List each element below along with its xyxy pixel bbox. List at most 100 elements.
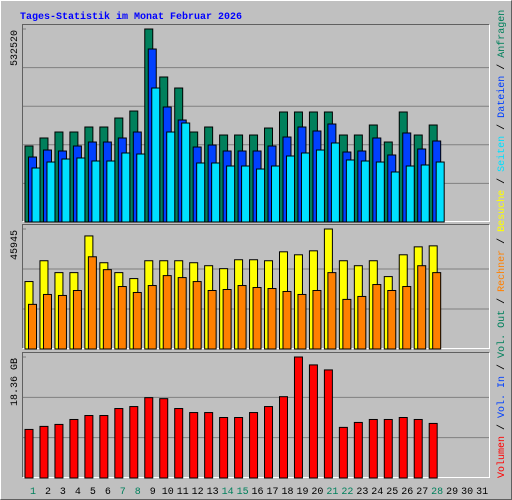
bar	[28, 303, 37, 350]
bar	[87, 256, 97, 350]
legend-entry: Vol. In	[496, 376, 508, 418]
x-tick-label: 14	[222, 487, 234, 498]
x-tick-label: 21	[326, 487, 338, 498]
x-tick-label: 19	[296, 487, 308, 498]
x-tick-label: 9	[150, 487, 156, 498]
x-tick-label: 3	[60, 487, 66, 498]
legend-entry: Volumen	[496, 436, 508, 478]
bar	[129, 406, 139, 479]
bar	[121, 152, 131, 223]
bar	[166, 131, 176, 223]
x-tick-label: 2	[45, 487, 51, 498]
bar	[102, 269, 112, 350]
x-tick-label: 31	[476, 487, 488, 498]
legend-separator: /	[496, 124, 508, 130]
bar	[207, 289, 217, 350]
x-tick-label: 27	[416, 487, 428, 498]
panel-edge-dark	[22, 24, 490, 222]
bar	[72, 289, 82, 350]
bar	[54, 423, 64, 479]
bar	[252, 287, 262, 350]
bar	[342, 298, 352, 350]
legend-entry: Seiten	[496, 136, 508, 172]
x-tick-label: 11	[177, 487, 189, 498]
bar	[300, 152, 310, 223]
bar	[189, 412, 199, 479]
y-tick-label: 45945	[10, 230, 21, 260]
bar	[196, 162, 206, 223]
bar	[360, 160, 370, 223]
bar	[132, 291, 142, 350]
bar	[204, 412, 214, 479]
bar	[315, 149, 325, 223]
bar	[428, 422, 438, 479]
legend-separator: /	[496, 424, 508, 430]
bar	[285, 155, 295, 223]
legend-separator: /	[496, 238, 508, 244]
x-tick-label: 22	[341, 487, 353, 498]
chart-title: Tages-Statistik im Monat Februar 2026	[20, 11, 242, 23]
bar	[338, 426, 348, 479]
bar	[222, 289, 232, 350]
bar	[114, 408, 124, 479]
bar	[330, 142, 340, 223]
bar	[117, 286, 127, 350]
legend-entry: Rechner	[496, 250, 508, 292]
panel-edge-dark	[22, 352, 490, 478]
bar	[357, 295, 367, 350]
bar	[151, 87, 161, 223]
x-tick-label: 23	[356, 487, 368, 498]
bar	[162, 275, 172, 350]
x-tick-label: 24	[371, 487, 383, 498]
bar	[159, 398, 169, 479]
bar	[256, 168, 266, 223]
x-tick-label: 13	[207, 487, 219, 498]
x-tick-label: 20	[311, 487, 323, 498]
bar	[241, 165, 251, 223]
bar	[226, 165, 236, 223]
x-tick-label: 25	[386, 487, 398, 498]
bar	[375, 161, 385, 223]
bar	[147, 285, 157, 350]
bar	[405, 165, 415, 223]
bar	[237, 285, 247, 350]
bar	[345, 159, 355, 223]
bar	[249, 412, 259, 479]
x-tick-label: 15	[237, 487, 249, 498]
bar	[174, 408, 184, 479]
legend-entry: Anfragen	[496, 10, 508, 58]
bar	[234, 417, 244, 479]
bar	[192, 281, 202, 350]
x-tick-label: 1	[30, 487, 36, 498]
bar	[91, 160, 101, 223]
bar	[432, 272, 442, 350]
bar	[398, 417, 408, 479]
bar	[297, 293, 307, 350]
legend-separator: /	[496, 298, 508, 304]
x-tick-label: 29	[446, 487, 458, 498]
bar	[308, 364, 318, 479]
x-tick-label: 7	[120, 487, 126, 498]
bar	[31, 167, 41, 223]
bar	[417, 265, 427, 350]
bar	[211, 162, 221, 223]
legend-entry: Vol. Out	[496, 310, 508, 358]
bar	[278, 396, 288, 479]
bar	[219, 417, 229, 479]
x-tick-label: 5	[90, 487, 96, 498]
y-tick-label: 18.36 GB	[10, 358, 21, 406]
x-tick-label: 12	[192, 487, 204, 498]
bar	[177, 277, 187, 350]
bar	[46, 161, 56, 223]
legend-separator: /	[496, 364, 508, 370]
bar	[368, 418, 378, 479]
x-tick-label: 28	[431, 487, 443, 498]
bar	[264, 406, 274, 479]
bar	[136, 153, 146, 223]
bar	[61, 158, 71, 223]
bar	[390, 171, 400, 223]
bar	[76, 157, 86, 223]
bar	[435, 161, 445, 223]
x-tick-label: 10	[162, 487, 174, 498]
